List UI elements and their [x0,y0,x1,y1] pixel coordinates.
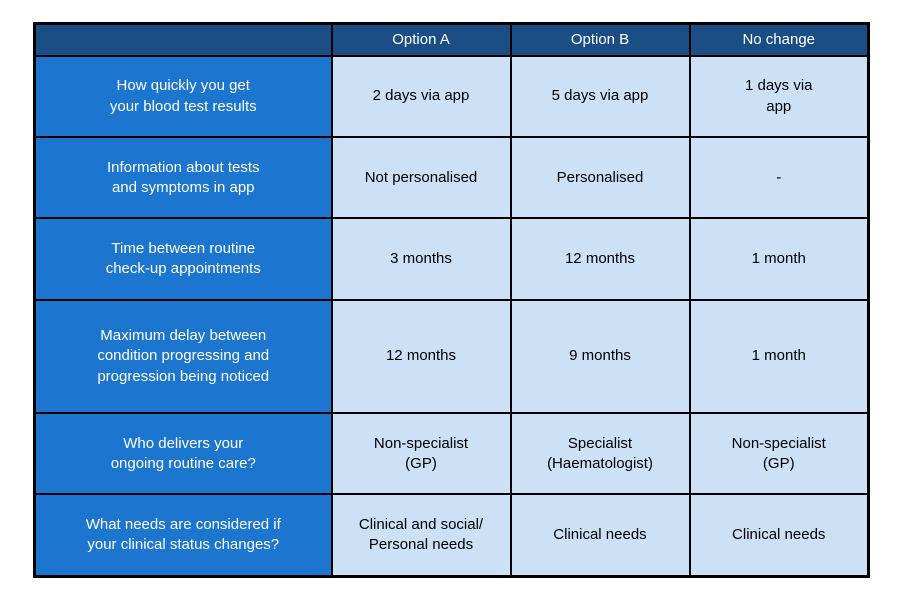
cell-option-b: Clinical needs [509,493,691,578]
table-header-row: Option A Option B No change [33,22,870,57]
cell-option-b: 9 months [509,298,691,415]
header-no-change: No change [688,22,870,57]
cell-option-a: Not personalised [330,136,512,220]
cell-no-change: 1 month [688,217,870,301]
row-label: How quickly you get your blood test resu… [33,54,333,139]
cell-option-a: Non-specialist (GP) [330,412,512,496]
cell-option-a: Clinical and social/ Personal needs [330,493,512,578]
cell-option-b: Specialist (Haematologist) [509,412,691,496]
cell-option-b: 5 days via app [509,54,691,139]
table-row-information: Information about tests and symptoms in … [33,136,870,220]
row-label: Time between routine check-up appointmen… [33,217,333,301]
cell-no-change: 1 month [688,298,870,415]
cell-no-change: Clinical needs [688,493,870,578]
cell-no-change: Non-specialist (GP) [688,412,870,496]
row-label: Who delivers your ongoing routine care? [33,412,333,496]
cell-no-change: - [688,136,870,220]
cell-no-change: 1 days via app [688,54,870,139]
cell-option-b: Personalised [509,136,691,220]
cell-option-a: 12 months [330,298,512,415]
cell-option-a: 3 months [330,217,512,301]
row-label: What needs are considered if your clinic… [33,493,333,578]
table-row-results-speed: How quickly you get your blood test resu… [33,54,870,139]
table-row-needs-considered: What needs are considered if your clinic… [33,493,870,578]
header-corner-cell [33,22,333,57]
cell-option-b: 12 months [509,217,691,301]
table-row-progression-delay: Maximum delay between condition progress… [33,298,870,415]
options-comparison-table: Option A Option B No change How quickly … [33,22,870,578]
header-option-a: Option A [330,22,512,57]
row-label: Maximum delay between condition progress… [33,298,333,415]
table-row-care-provider: Who delivers your ongoing routine care? … [33,412,870,496]
cell-option-a: 2 days via app [330,54,512,139]
row-label: Information about tests and symptoms in … [33,136,333,220]
table-row-checkup-interval: Time between routine check-up appointmen… [33,217,870,301]
header-option-b: Option B [509,22,691,57]
